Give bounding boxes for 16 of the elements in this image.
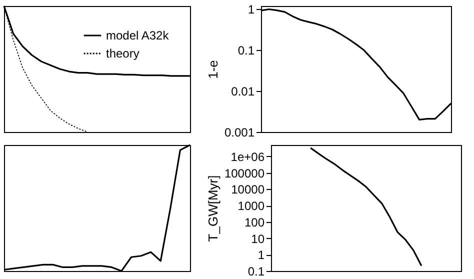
y-axis-title: 1-e xyxy=(205,60,220,79)
y-tick-label: 10000 xyxy=(231,182,265,197)
y-tick-label: 0.001 xyxy=(224,126,255,140)
y-tick-label: 1 xyxy=(248,2,255,17)
legend-label: model A32k xyxy=(106,28,170,42)
y-tick-label: 100 xyxy=(244,215,265,230)
y-tick-label: 1000 xyxy=(238,199,265,214)
y-tick-label: 10 xyxy=(251,232,265,246)
y-tick-label: 0.01 xyxy=(231,84,255,99)
y-tick-label: 0.1 xyxy=(238,44,255,58)
y-tick-label: 0.1 xyxy=(248,264,265,278)
y-tick-label: 100000 xyxy=(224,166,265,180)
y-tick-label: 1e+06 xyxy=(230,150,265,164)
legend-label: theory xyxy=(106,46,140,60)
y-tick-label: 1 xyxy=(258,248,265,262)
y-axis-title: T_GW[Myr] xyxy=(205,175,220,242)
